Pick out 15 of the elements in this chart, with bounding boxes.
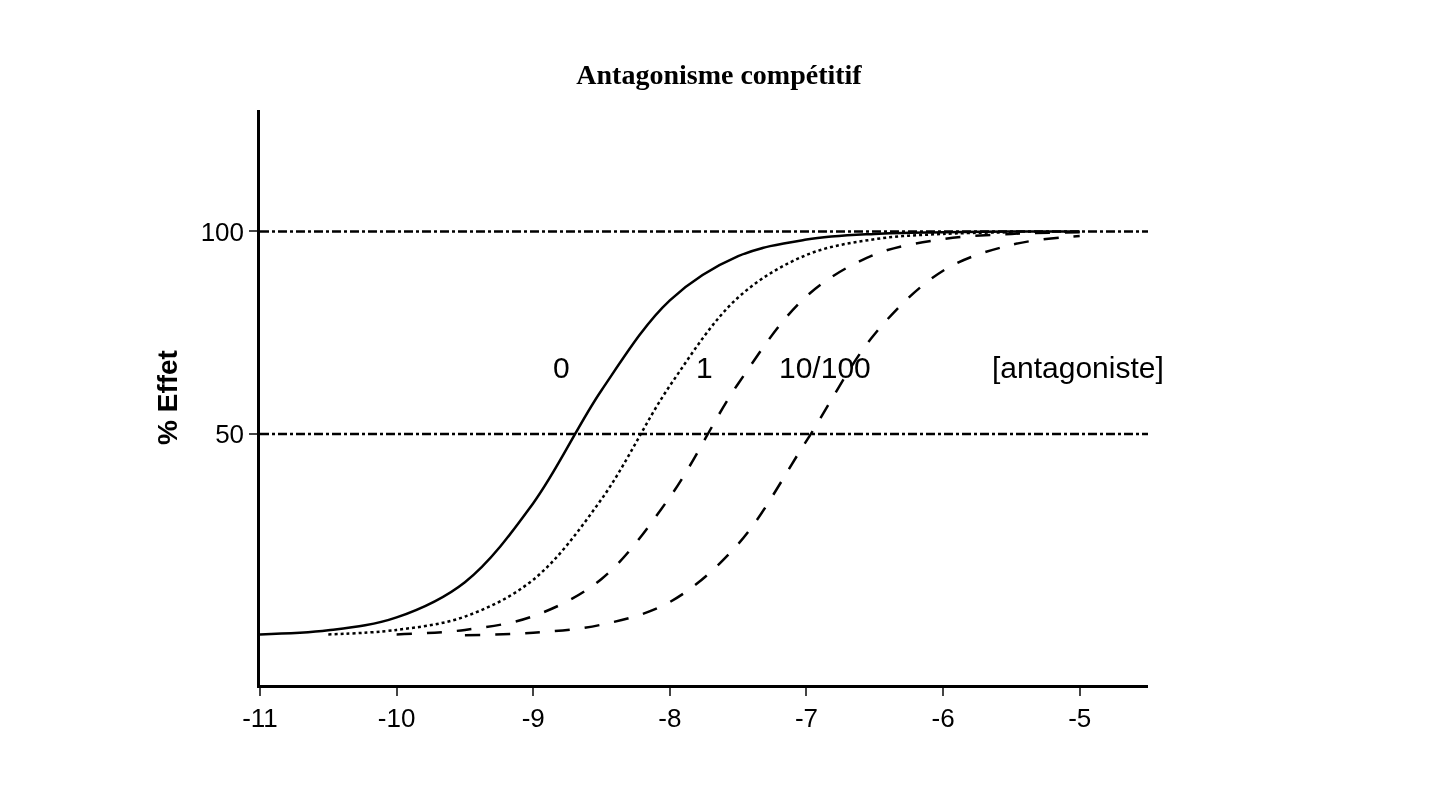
- x-tick-label: -5: [1068, 702, 1092, 733]
- annotation: 10/100: [779, 351, 871, 384]
- x-tick-label: -6: [931, 702, 955, 733]
- x-tick-label: -7: [794, 702, 819, 733]
- x-tick-label: -9: [521, 702, 545, 733]
- annotation: [antagoniste]: [992, 351, 1164, 384]
- x-tick-label: -8: [658, 702, 682, 733]
- x-tick-label: -10: [377, 702, 416, 733]
- annotation: 0: [553, 351, 570, 384]
- chart-title: Antagonisme compétitif: [576, 59, 863, 90]
- x-tick-label: -11: [242, 702, 278, 733]
- annotation: 1: [696, 351, 713, 384]
- y-tick-label: 50: [215, 419, 245, 450]
- y-axis-title: % Effet: [152, 350, 184, 445]
- y-tick-label: 100: [200, 216, 245, 247]
